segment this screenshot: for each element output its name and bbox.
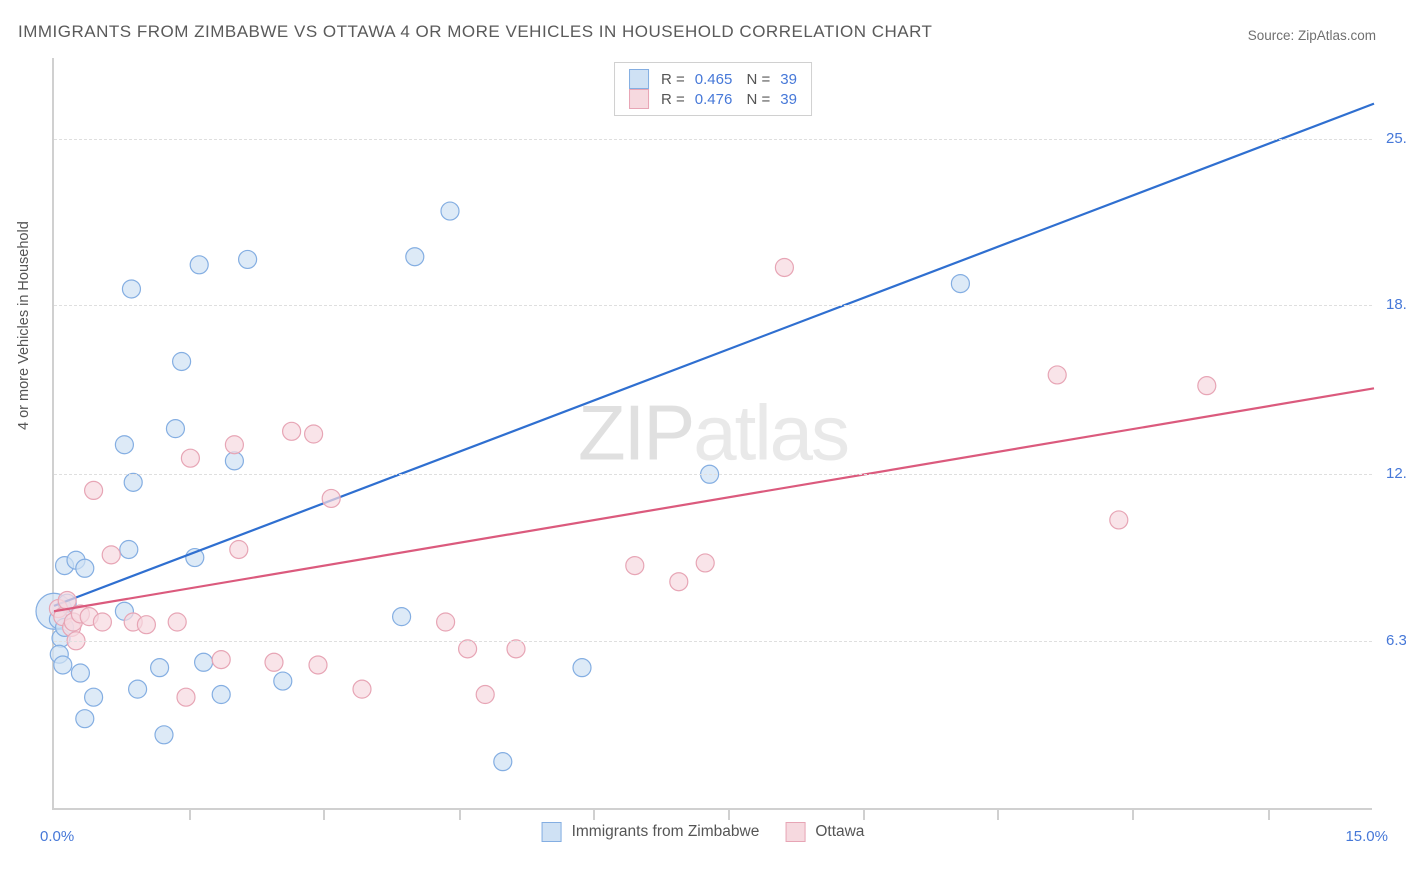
r-value-2: 0.476 [695, 91, 733, 108]
gridline-h [54, 474, 1372, 475]
x-tick [189, 810, 191, 820]
data-point [168, 613, 186, 631]
chart-title: IMMIGRANTS FROM ZIMBABWE VS OTTAWA 4 OR … [18, 22, 932, 42]
chart-frame: IMMIGRANTS FROM ZIMBABWE VS OTTAWA 4 OR … [0, 0, 1406, 892]
data-point [775, 258, 793, 276]
data-point [151, 659, 169, 677]
data-point [54, 656, 72, 674]
data-point [102, 546, 120, 564]
data-point [283, 422, 301, 440]
source-text: Source: ZipAtlas.com [1248, 28, 1376, 43]
trend-line [54, 104, 1374, 606]
x-tick [459, 810, 461, 820]
data-point [265, 653, 283, 671]
plot-area: ZIPatlas R =0.465 N =39 R =0.476 N =39 6… [52, 58, 1372, 810]
data-point [115, 436, 133, 454]
x-tick [593, 810, 595, 820]
data-point [305, 425, 323, 443]
x-axis-max: 15.0% [1345, 828, 1388, 845]
data-point [177, 688, 195, 706]
data-point [507, 640, 525, 658]
legend-swatch [785, 822, 805, 842]
gridline-h [54, 139, 1372, 140]
data-point [393, 608, 411, 626]
data-point [225, 436, 243, 454]
data-point [1048, 366, 1066, 384]
data-point [120, 540, 138, 558]
data-point [476, 686, 494, 704]
legend-row-1: R =0.465 N =39 [629, 69, 797, 89]
data-point [76, 710, 94, 728]
x-tick [1268, 810, 1270, 820]
data-point [274, 672, 292, 690]
scatter-svg [54, 58, 1374, 810]
gridline-h [54, 641, 1372, 642]
data-point [696, 554, 714, 572]
gridline-h [54, 305, 1372, 306]
series-legend: Immigrants from Zimbabwe Ottawa [542, 822, 865, 842]
data-point [441, 202, 459, 220]
data-point [951, 275, 969, 293]
data-point [190, 256, 208, 274]
data-point [225, 452, 243, 470]
n-value-1: 39 [780, 71, 797, 88]
data-point [137, 616, 155, 634]
legend-label: Ottawa [815, 823, 864, 841]
data-point [573, 659, 591, 677]
data-point [181, 449, 199, 467]
x-tick [997, 810, 999, 820]
y-tick-label: 25.0% [1386, 130, 1406, 147]
data-point [129, 680, 147, 698]
data-point [85, 688, 103, 706]
x-axis-min: 0.0% [40, 828, 74, 845]
y-tick-label: 6.3% [1386, 632, 1406, 649]
data-point [353, 680, 371, 698]
data-point [85, 481, 103, 499]
data-point [670, 573, 688, 591]
data-point [626, 557, 644, 575]
data-point [71, 664, 89, 682]
data-point [309, 656, 327, 674]
x-tick [728, 810, 730, 820]
x-tick [323, 810, 325, 820]
x-tick [1132, 810, 1134, 820]
data-point [173, 352, 191, 370]
data-point [494, 753, 512, 771]
r-value-1: 0.465 [695, 71, 733, 88]
data-point [195, 653, 213, 671]
data-point [322, 489, 340, 507]
legend-item: Ottawa [785, 822, 864, 842]
data-point [1110, 511, 1128, 529]
data-point [124, 473, 142, 491]
data-point [230, 540, 248, 558]
data-point [239, 250, 257, 268]
data-point [212, 686, 230, 704]
data-point [459, 640, 477, 658]
n-value-2: 39 [780, 91, 797, 108]
legend-row-2: R =0.476 N =39 [629, 89, 797, 109]
data-point [406, 248, 424, 266]
y-tick-label: 12.5% [1386, 465, 1406, 482]
trend-line [54, 388, 1374, 611]
data-point [122, 280, 140, 298]
legend-label: Immigrants from Zimbabwe [572, 823, 760, 841]
swatch-series-1 [629, 69, 649, 89]
data-point [212, 651, 230, 669]
data-point [155, 726, 173, 744]
data-point [76, 559, 94, 577]
x-tick [863, 810, 865, 820]
data-point [1198, 377, 1216, 395]
data-point [93, 613, 111, 631]
data-point [58, 592, 76, 610]
y-axis-label: 4 or more Vehicles in Household [16, 221, 32, 430]
y-tick-label: 18.8% [1386, 296, 1406, 313]
data-point [166, 420, 184, 438]
correlation-legend: R =0.465 N =39 R =0.476 N =39 [614, 62, 812, 116]
swatch-series-2 [629, 89, 649, 109]
data-point [437, 613, 455, 631]
legend-swatch [542, 822, 562, 842]
legend-item: Immigrants from Zimbabwe [542, 822, 760, 842]
